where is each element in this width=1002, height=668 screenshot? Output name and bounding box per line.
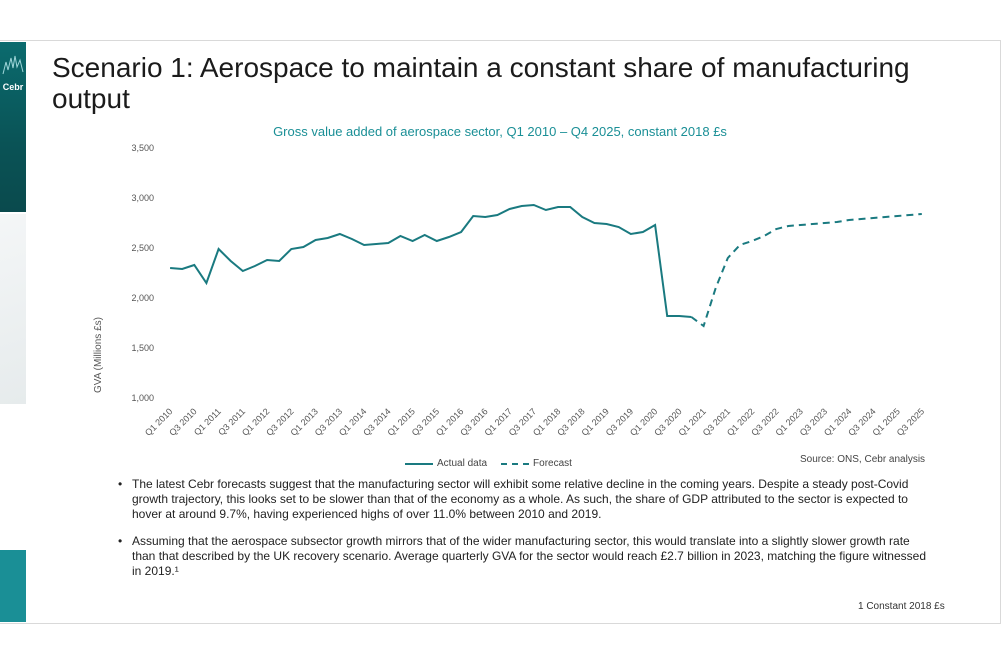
legend-item-forecast: Forecast bbox=[501, 458, 572, 469]
bullet-list: The latest Cebr forecasts suggest that t… bbox=[118, 477, 928, 591]
chart-legend: Actual data Forecast bbox=[405, 458, 572, 469]
logo: Cebr bbox=[2, 82, 24, 92]
bullet-item: Assuming that the aerospace subsector gr… bbox=[118, 534, 928, 579]
legend-swatch-solid bbox=[405, 462, 433, 465]
footnote: 1 Constant 2018 £s bbox=[858, 601, 945, 612]
series-line-forecast bbox=[690, 213, 922, 328]
y-axis: 1,000 1,500 2,000 2,500 3,000 3,500 bbox=[131, 143, 154, 403]
slide-title: Scenario 1: Aerospace to maintain a cons… bbox=[52, 52, 910, 114]
y-tick-label: 1,000 bbox=[131, 393, 154, 403]
slide-frame bbox=[0, 40, 1001, 624]
y-tick-label: 3,000 bbox=[131, 193, 154, 203]
legend-label-actual: Actual data bbox=[437, 458, 488, 469]
plot-area bbox=[170, 203, 922, 328]
y-tick-label: 2,000 bbox=[131, 293, 154, 303]
chart-title: Gross value added of aerospace sector, Q… bbox=[273, 124, 727, 139]
y-tick-label: 3,500 bbox=[131, 143, 154, 153]
y-tick-label: 1,500 bbox=[131, 343, 154, 353]
legend-item-actual: Actual data bbox=[405, 458, 487, 469]
y-tick-label: 2,500 bbox=[131, 243, 154, 253]
bullet-item: The latest Cebr forecasts suggest that t… bbox=[118, 477, 928, 522]
line-chart: 1,000 1,500 2,000 2,500 3,000 3,500 Q1 2010Q3… bbox=[93, 143, 926, 438]
legend-swatch-dashed bbox=[501, 462, 530, 465]
sidebar-band-bottom bbox=[0, 550, 26, 622]
logo-waves-icon bbox=[2, 55, 24, 75]
y-axis-label: GVA (Millions £s) bbox=[93, 317, 104, 393]
legend-label-forecast: Forecast bbox=[533, 458, 572, 469]
series-line-actual bbox=[170, 203, 692, 318]
sidebar-band-middle bbox=[0, 214, 26, 404]
chart-source: Source: ONS, Cebr analysis bbox=[800, 454, 926, 465]
